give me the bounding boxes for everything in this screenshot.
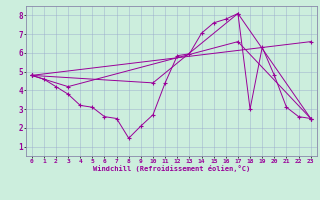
X-axis label: Windchill (Refroidissement éolien,°C): Windchill (Refroidissement éolien,°C) (92, 165, 250, 172)
